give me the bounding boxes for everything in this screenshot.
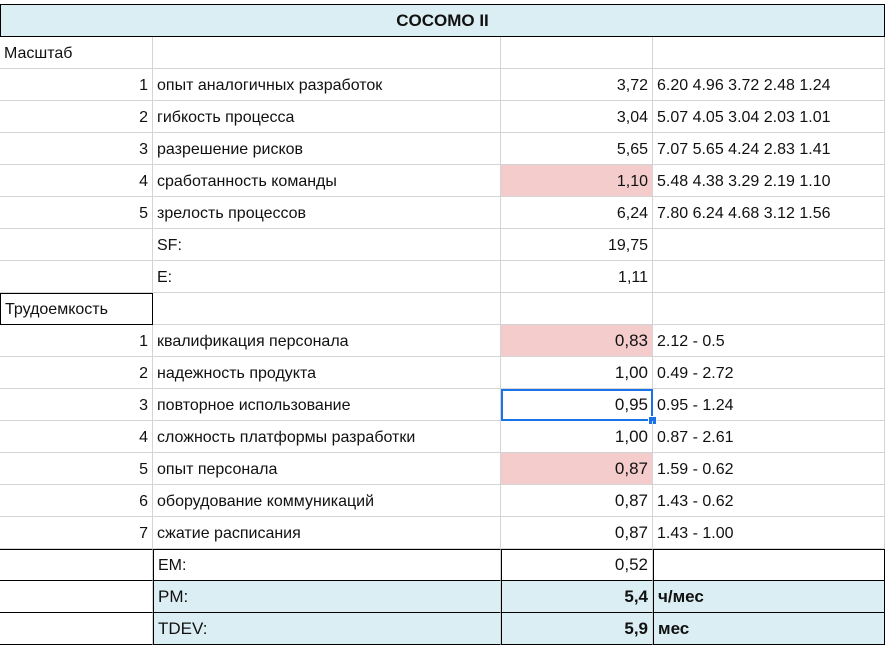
row-number[interactable]: 7 [0, 517, 153, 549]
clipped-row [0, 0, 885, 5]
empty-cell[interactable] [0, 549, 153, 581]
effort-multiplier-name[interactable]: опыт персонала [153, 453, 501, 485]
row-number[interactable]: 4 [0, 165, 153, 197]
scale-factor-name[interactable]: разрешение рисков [153, 133, 501, 165]
empty-cell[interactable] [0, 229, 153, 261]
empty-cell[interactable] [501, 37, 653, 69]
row-number[interactable]: 5 [0, 197, 153, 229]
row-number[interactable]: 3 [0, 389, 153, 421]
effort-multiplier-range[interactable]: 1.43 - 1.00 [653, 517, 885, 549]
effort-multiplier-name[interactable]: сложность платформы разработки [153, 421, 501, 453]
effort-multiplier-name[interactable]: оборудование коммуникаций [153, 485, 501, 517]
effort-multiplier-name[interactable]: квалификация персонала [153, 325, 501, 357]
effort-multiplier-name[interactable]: сжатие расписания [153, 517, 501, 549]
empty-cell[interactable] [653, 549, 885, 581]
row-number[interactable]: 5 [0, 453, 153, 485]
scale-factor-range[interactable]: 5.48 4.38 3.29 2.19 1.10 [653, 165, 885, 197]
effort-multiplier-value[interactable]: 0,87 [501, 485, 653, 517]
scale-factor-range[interactable]: 6.20 4.96 3.72 2.48 1.24 [653, 69, 885, 101]
scale-factor-value[interactable]: 3,72 [501, 69, 653, 101]
selected-cell[interactable]: 0,95 [501, 389, 653, 421]
effort-multiplier-range[interactable]: 1.43 - 0.62 [653, 485, 885, 517]
scale-factor-name[interactable]: гибкость процесса [153, 101, 501, 133]
scale-section-label[interactable]: Масштаб [0, 37, 153, 69]
effort-multiplier-range[interactable]: 0.87 - 2.61 [653, 421, 885, 453]
effort-multiplier-name[interactable]: надежность продукта [153, 357, 501, 389]
scale-factor-name[interactable]: зрелость процессов [153, 197, 501, 229]
effort-section-label[interactable]: Трудоемкость [0, 293, 153, 325]
effort-multiplier-range[interactable]: 1.59 - 0.62 [653, 453, 885, 485]
row-number[interactable]: 2 [0, 101, 153, 133]
effort-multiplier-value[interactable]: 1,00 [501, 357, 653, 389]
effort-multiplier-range[interactable]: 0.49 - 2.72 [653, 357, 885, 389]
empty-cell[interactable] [153, 293, 501, 325]
tdev-unit[interactable]: мес [653, 613, 885, 645]
pm-label[interactable]: PM: [153, 581, 501, 613]
effort-multiplier-name[interactable]: повторное использование [153, 389, 501, 421]
tdev-value[interactable]: 5,9 [501, 613, 653, 645]
row-number[interactable]: 1 [0, 325, 153, 357]
em-label[interactable]: EM: [153, 549, 501, 581]
effort-multiplier-value[interactable]: 1,00 [501, 421, 653, 453]
empty-cell[interactable] [153, 37, 501, 69]
empty-cell[interactable] [501, 293, 653, 325]
row-number[interactable]: 2 [0, 357, 153, 389]
empty-cell[interactable] [0, 261, 153, 293]
effort-multiplier-range[interactable]: 0.95 - 1.24 [653, 389, 885, 421]
row-number[interactable]: 1 [0, 69, 153, 101]
effort-multiplier-value[interactable]: 0,87 [501, 517, 653, 549]
sf-value[interactable]: 19,75 [501, 229, 653, 261]
empty-cell[interactable] [653, 229, 885, 261]
empty-cell[interactable] [653, 37, 885, 69]
effort-multiplier-value[interactable]: 0,83 [501, 325, 653, 357]
scale-factor-range[interactable]: 7.80 6.24 4.68 3.12 1.56 [653, 197, 885, 229]
pm-unit[interactable]: ч/мес [653, 581, 885, 613]
scale-factor-value[interactable]: 1,10 [501, 165, 653, 197]
empty-cell[interactable] [653, 293, 885, 325]
row-number[interactable]: 4 [0, 421, 153, 453]
empty-cell[interactable] [0, 581, 153, 613]
scale-factor-name[interactable]: опыт аналогичных разработок [153, 69, 501, 101]
scale-factor-value[interactable]: 5,65 [501, 133, 653, 165]
empty-cell[interactable] [0, 613, 153, 645]
pm-value[interactable]: 5,4 [501, 581, 653, 613]
scale-factor-range[interactable]: 5.07 4.05 3.04 2.03 1.01 [653, 101, 885, 133]
e-label[interactable]: E: [153, 261, 501, 293]
scale-factor-value[interactable]: 6,24 [501, 197, 653, 229]
tdev-label[interactable]: TDEV: [153, 613, 501, 645]
scale-factor-range[interactable]: 7.07 5.65 4.24 2.83 1.41 [653, 133, 885, 165]
em-value[interactable]: 0,52 [501, 549, 653, 581]
empty-cell[interactable] [653, 261, 885, 293]
sf-label[interactable]: SF: [153, 229, 501, 261]
effort-multiplier-range[interactable]: 2.12 - 0.5 [653, 325, 885, 357]
sheet-title[interactable]: COCOMO II [0, 5, 885, 37]
effort-multiplier-value[interactable]: 0,87 [501, 453, 653, 485]
row-number[interactable]: 6 [0, 485, 153, 517]
row-number[interactable]: 3 [0, 133, 153, 165]
e-value[interactable]: 1,11 [501, 261, 653, 293]
scale-factor-value[interactable]: 3,04 [501, 101, 653, 133]
scale-factor-name[interactable]: сработанность команды [153, 165, 501, 197]
